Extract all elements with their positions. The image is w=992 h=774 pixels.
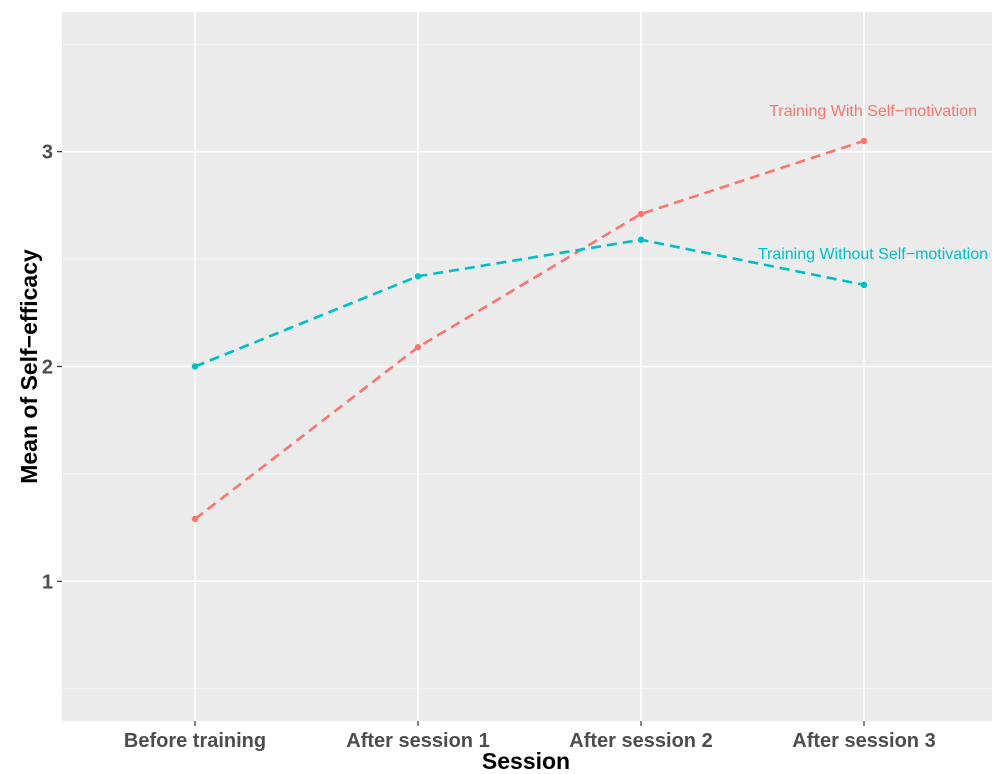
x-tick-label: After session 1 bbox=[346, 730, 489, 752]
major-gridlines bbox=[62, 12, 992, 721]
data-point bbox=[637, 236, 645, 243]
x-tick-label: After session 3 bbox=[792, 730, 935, 752]
series-line-0 bbox=[194, 139, 865, 521]
series-label: Training Without Self−motivation bbox=[758, 246, 988, 263]
minor-gridlines bbox=[62, 43, 992, 690]
y-tick-label: 1 bbox=[42, 571, 53, 593]
x-tick-label: After session 2 bbox=[569, 730, 712, 752]
x-axis-ticks: Before training After session 1 After sess… bbox=[124, 721, 936, 752]
series-label: Training With Self−motivation bbox=[769, 103, 977, 120]
data-point bbox=[191, 515, 199, 523]
x-tick-label: Before training bbox=[124, 730, 266, 752]
y-tick-label: 2 bbox=[42, 357, 53, 379]
series-labels: Training With Self−motivation Training Wi… bbox=[758, 103, 988, 263]
series-points bbox=[191, 137, 868, 523]
x-axis-title: Session bbox=[482, 748, 570, 774]
series-lines bbox=[194, 139, 865, 521]
data-point bbox=[860, 137, 868, 145]
data-point bbox=[414, 273, 422, 280]
data-point bbox=[860, 281, 868, 289]
data-point bbox=[637, 210, 645, 218]
y-tick-label: 3 bbox=[42, 142, 53, 164]
y-axis-title: Mean of Self−efficacy bbox=[16, 249, 42, 484]
data-point bbox=[414, 343, 422, 351]
data-point bbox=[191, 363, 199, 370]
y-axis-ticks: 1 2 3 bbox=[42, 142, 62, 593]
series-line-1 bbox=[194, 238, 865, 368]
